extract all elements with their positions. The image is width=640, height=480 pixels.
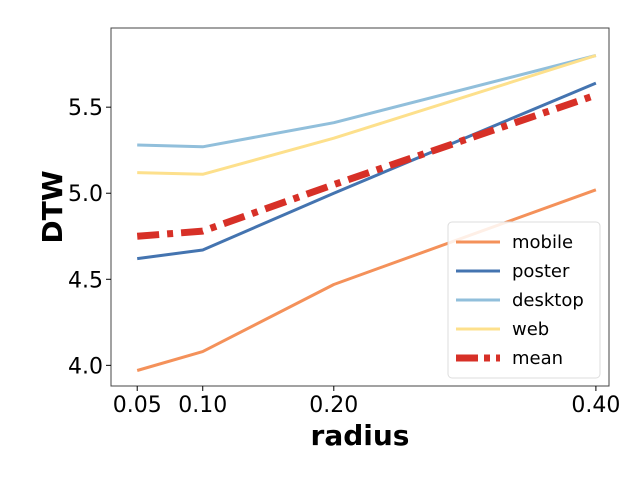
- x-tick-label: 0.40: [571, 393, 620, 418]
- series-line-web: [137, 54, 597, 176]
- x-axis-ticks: 0.05 0.10 0.20 0.40: [113, 386, 620, 418]
- legend-label-poster: poster: [512, 261, 570, 282]
- series-line-mean: [136, 91, 598, 240]
- series-line-desktop: [137, 54, 597, 149]
- legend-label-desktop: desktop: [512, 290, 584, 311]
- legend-box: [447, 221, 601, 379]
- y-tick-label: 4.0: [68, 354, 103, 379]
- y-axis-title: DTW: [36, 170, 69, 243]
- x-tick-label: 0.05: [113, 393, 162, 418]
- legend: mobile poster desktop web mean: [447, 221, 601, 379]
- y-axis-ticks: 4.0 4.5 5.0 5.5: [68, 96, 111, 379]
- y-tick-label: 5.5: [68, 96, 103, 121]
- y-tick-label: 5.0: [68, 182, 103, 207]
- legend-label-mean: mean: [512, 348, 563, 369]
- x-tick-label: 0.10: [178, 393, 227, 418]
- x-axis-title: radius: [311, 419, 410, 452]
- y-tick-label: 4.5: [68, 268, 103, 293]
- legend-label-web: web: [512, 319, 549, 340]
- legend-label-mobile: mobile: [512, 232, 573, 253]
- x-tick-label: 0.20: [309, 393, 358, 418]
